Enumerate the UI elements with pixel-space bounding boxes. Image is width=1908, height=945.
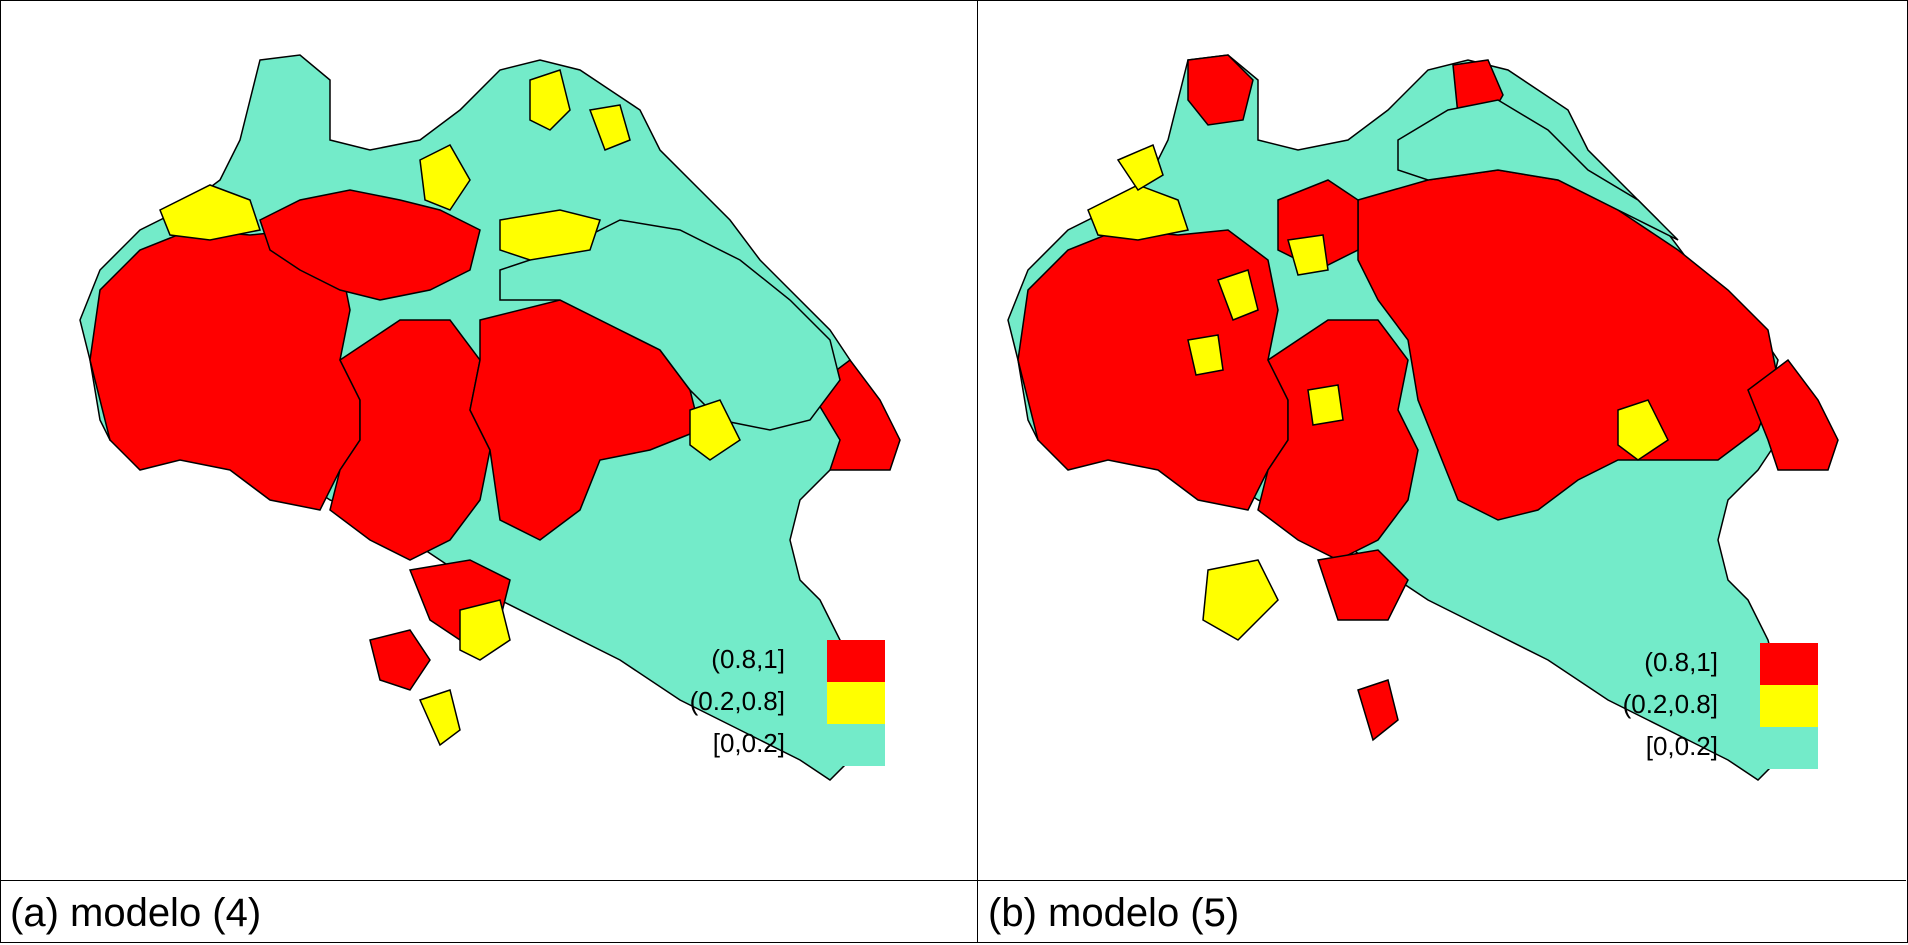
legend-label: (0.8,1] [711,644,785,674]
legend-swatch-cyan [827,724,885,766]
legend-a: (0.8,1] (0.2,0.8] [0,0.2] [555,640,885,770]
region-yellow-8 [418,689,461,747]
legend-swatch-red [827,640,885,682]
legend-item-low: [0,0.2] [1488,727,1818,769]
map-chiapas-b [1007,54,1839,781]
legend-label: (0.2,0.8] [1622,689,1718,719]
region-yellow-3 [529,69,571,131]
legend-item-mid: (0.2,0.8] [1488,685,1818,727]
region-yellow-7 [1202,559,1279,641]
region-north-red [259,189,481,301]
legend-item-low: [0,0.2] [555,724,885,766]
panel-a: (0.8,1] (0.2,0.8] [0,0.2] [0,0,978,880]
legend-item-high: (0.8,1] [555,640,885,682]
caption-b: (b) modelo (5) [988,891,1240,935]
region-yellow-3 [1287,234,1329,276]
region-yellow-5 [419,144,471,211]
region-far-east-red [1747,358,1839,471]
legend-swatch-yellow [827,682,885,724]
region-yellow-5 [1307,384,1344,426]
region-center-red [1257,319,1419,561]
legend-label: (0.8,1] [1644,647,1718,677]
region-southeast-red [1357,679,1399,742]
caption-row: (a) modelo (4) (b) modelo (5) [0,880,1906,942]
legend-label: [0,0.2] [712,728,785,758]
region-yellow-6 [1617,399,1669,461]
legend-item-mid: (0.2,0.8] [555,682,885,724]
region-yellow-4 [588,104,631,151]
legend-swatch-cyan [1760,727,1818,769]
region-center-red [329,319,491,561]
legend-swatch-red [1760,643,1818,685]
region-southeast-red [369,629,431,691]
region-yellow-8 [1116,143,1164,192]
region-yellow-6 [689,399,741,461]
panel-b: (0.8,1] (0.2,0.8] [0,0.2] [978,0,1906,880]
region-yellow-2 [1217,269,1259,321]
legend-label: (0.2,0.8] [689,686,785,716]
region-east-cyan [499,219,841,431]
map-chiapas-a [79,54,901,781]
region-north-red-1 [1187,54,1254,126]
region-east-cyan [1397,99,1679,241]
region-south-red [1317,549,1409,621]
legend-label: [0,0.2] [1645,731,1718,761]
region-yellow-7 [459,599,511,661]
region-yellow-1 [159,184,261,241]
legend-b: (0.8,1] (0.2,0.8] [0,0.2] [1488,643,1818,773]
legend-item-high: (0.8,1] [1488,643,1818,685]
region-yellow-2 [499,209,601,261]
caption-a: (a) modelo (4) [0,881,978,942]
region-yellow-4 [1187,334,1224,376]
legend-swatch-yellow [1760,685,1818,727]
